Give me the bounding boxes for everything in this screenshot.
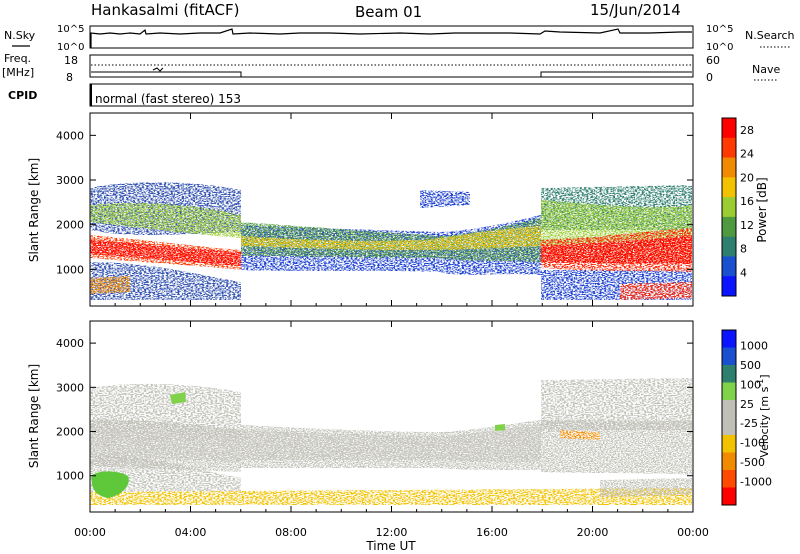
freq-panel-frame — [89, 54, 694, 78]
power-colorbar-tick: 24 — [740, 148, 754, 161]
power-colorbar-segment — [722, 177, 736, 198]
velocity-ytick-label: 3000 — [56, 381, 84, 394]
power-colorbar-tick: 4 — [740, 266, 747, 279]
power-ytick-label: 1000 — [56, 263, 84, 276]
freq-wiggle — [152, 67, 164, 72]
velocity-colorbar-segment — [722, 435, 736, 453]
power-colorbar-segment — [722, 276, 736, 297]
freq-right-tick-bottom: 0 — [706, 71, 713, 84]
velocity-ytick-label: 1000 — [56, 470, 84, 483]
velocity-label-sup: -1 — [756, 379, 765, 387]
velocity-colorbar-segment — [722, 382, 736, 401]
velocity-colorbar-segment — [722, 452, 736, 471]
velocity-colorbar-segment — [722, 330, 736, 348]
freq-right-tick-top: 60 — [706, 54, 720, 67]
freq-right-label: Nave — [752, 63, 780, 76]
velocity-xtick-label: 04:00 — [175, 526, 207, 539]
velocity-xtick-label: 12:00 — [376, 526, 408, 539]
noise-right-tick-top: 10^5 — [706, 24, 733, 35]
velocity-xtick-label: 00:00 — [74, 526, 106, 539]
velocity-colorbar-tick: -25 — [740, 417, 758, 430]
velocity-xlabel: Time UT — [365, 539, 416, 553]
power-axes: 1000 2000 3000 4000 — [56, 113, 694, 306]
velocity-ytick-label: 2000 — [56, 426, 84, 439]
velocity-colorbar-segment — [722, 365, 736, 383]
power-colorbar-segment — [722, 157, 736, 178]
power-colorbar-segment — [722, 256, 736, 277]
noise-trace — [90, 28, 692, 48]
noise-right-label: N.Search — [745, 29, 795, 42]
power-colorbar: 4 8 12 16 20 24 28 — [721, 117, 754, 297]
velocity-xtick-label: 08:00 — [275, 526, 307, 539]
power-colorbar-segment — [722, 216, 736, 238]
velocity-axes: 1000 2000 3000 4000 00:00 04:00 08:00 12:00 16:0… — [56, 321, 709, 539]
velocity-label-main: Velocity [m s — [758, 386, 771, 457]
noise-left-tick-bottom: 10^0 — [57, 42, 84, 53]
noise-left-label: N.Sky — [4, 29, 36, 42]
power-colorbar-tick: 12 — [740, 219, 754, 232]
power-ytick-label: 4000 — [56, 129, 84, 142]
velocity-green-speck-2 — [495, 424, 505, 431]
power-colorbar-segment — [722, 197, 736, 218]
power-colorbar-tick: 16 — [740, 195, 754, 208]
velocity-xtick-label: 16:00 — [476, 526, 508, 539]
velocity-colorbar-tick: 25 — [740, 398, 754, 411]
freq-left-label-1: Freq. — [4, 52, 31, 65]
velocity-ytick-label: 4000 — [56, 337, 84, 350]
power-ytick-label: 3000 — [56, 174, 84, 187]
power-colorbar-tick: 20 — [740, 171, 754, 184]
velocity-colorbar-segment — [722, 470, 736, 488]
velocity-colorbar-tick: -500 — [740, 456, 765, 469]
date-title: 15/Jun/2014 — [590, 1, 681, 19]
power-colorbar-tick: 8 — [740, 243, 747, 256]
velocity-colorbar: 1000 500 100 25 -25 -100 -500 -1000 — [721, 329, 772, 506]
velocity-colorbar-frame — [721, 329, 737, 506]
power-colorbar-tick: 28 — [740, 124, 754, 137]
freq-left-tick-bottom: 8 — [66, 71, 73, 84]
velocity-xtick-label: 20:00 — [577, 526, 609, 539]
velocity-green-speck — [170, 392, 186, 404]
velocity-colorbar-segment — [722, 347, 736, 366]
velocity-colorbar-label-text: Velocity [m s-1] — [756, 374, 771, 457]
nave-trace — [91, 71, 692, 78]
noise-panel-frame — [89, 25, 694, 49]
freq-left-label-2: [MHz] — [2, 66, 34, 79]
velocity-heatmap — [90, 321, 693, 512]
power-colorbar-label: Power [dB] — [755, 177, 769, 242]
velocity-positive-patch — [91, 471, 129, 498]
velocity-label-end: ] — [758, 374, 771, 378]
velocity-colorbar-tick: 1000 — [740, 339, 768, 352]
power-ylabel: Slant Range [km] — [27, 158, 41, 262]
power-heatmap — [90, 113, 693, 306]
power-colorbar-label-text: Power [dB] — [755, 177, 769, 242]
power-colorbar-frame — [721, 117, 737, 297]
velocity-colorbar-tick: 500 — [740, 359, 761, 372]
velocity-xtick-label: 00:00 — [677, 526, 709, 539]
noise-left-tick-top: 10^5 — [57, 24, 84, 35]
cpid-program: normal (fast stereo) 153 — [95, 92, 241, 106]
freq-left-tick-top: 18 — [64, 54, 78, 67]
power-colorbar-segment — [722, 137, 736, 159]
beam-title: Beam 01 — [355, 3, 422, 21]
velocity-colorbar-tick: 100 — [740, 378, 761, 391]
noise-right-tick-bottom: 10^0 — [706, 42, 733, 53]
velocity-colorbar-tick: -100 — [740, 437, 765, 450]
power-ytick-label: 2000 — [56, 219, 84, 232]
station-title: Hankasalmi (fitACF) — [91, 1, 239, 19]
cpid-label: CPID — [8, 89, 37, 102]
power-colorbar-segment — [722, 236, 736, 257]
velocity-colorbar-segment — [722, 487, 736, 506]
velocity-colorbar-segment — [722, 417, 736, 436]
velocity-colorbar-tick: -1000 — [740, 476, 772, 489]
power-colorbar-segment — [722, 118, 736, 139]
velocity-colorbar-segment — [722, 400, 736, 418]
velocity-ylabel: Slant Range [km] — [27, 364, 41, 468]
velocity-colorbar-label: Velocity [m s-1] — [756, 374, 771, 457]
